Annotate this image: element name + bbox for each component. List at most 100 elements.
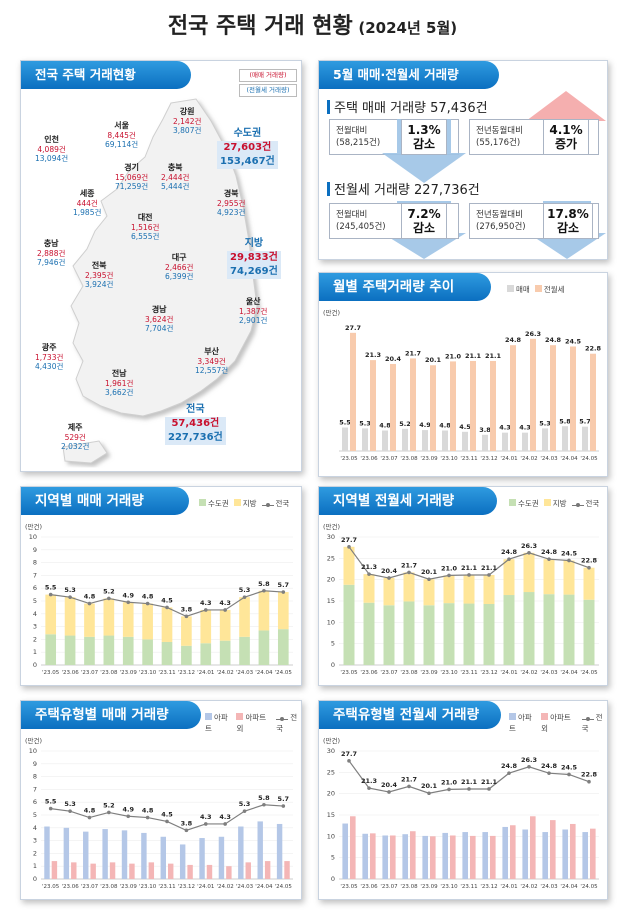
- bar: [179, 844, 186, 879]
- bar: [84, 636, 95, 665]
- bar: [45, 634, 57, 665]
- data-label: 5.7: [278, 795, 290, 803]
- map-aggregate-label: 전국 57,436건 227,736건: [165, 403, 226, 445]
- y-tick-label: 30: [327, 747, 335, 755]
- line-point: [367, 786, 371, 790]
- bar: [181, 616, 192, 646]
- y-tick-label: 6: [33, 798, 37, 806]
- y-tick-label: 5: [33, 597, 37, 605]
- x-tick-label: '23.09: [420, 670, 438, 676]
- line-point: [447, 787, 451, 792]
- x-tick-label: '23.09: [420, 456, 438, 462]
- data-label: 21.7: [401, 775, 417, 783]
- line-point: [507, 557, 511, 561]
- line-point: [587, 779, 591, 784]
- data-label: 4.3: [200, 813, 212, 821]
- accent-bar: [327, 100, 330, 114]
- bar: [483, 574, 495, 604]
- data-label: 4.5: [161, 596, 173, 604]
- y-tick-label: 5: [331, 854, 335, 862]
- chart-panel-type-sale: 주택유형별 매매 거래량 아파트 아파트 외 전국 (만건) 0 1 2 3 4 5 6 7 8 9…: [20, 700, 302, 900]
- bar: [245, 862, 251, 879]
- summary-panel: 5월 매매·전월세 거래량 주택 매매 거래량 57,436건 전월대비 (58…: [318, 60, 608, 260]
- y-tick-label: 15: [327, 597, 335, 605]
- y-tick-label: 15: [327, 811, 335, 819]
- x-tick-label: '23.07: [380, 456, 398, 462]
- line-point: [281, 804, 286, 808]
- bar: [258, 630, 270, 665]
- x-tick-label: '23.06: [360, 456, 378, 462]
- chart-panel-type-rent: 주택유형별 전월세 거래량 아파트 아파트 외 전국 (만건) 0 5 10 15 20 2…: [318, 700, 608, 900]
- legend-swatch: [236, 713, 244, 720]
- bar: [410, 831, 416, 879]
- bar: [362, 833, 368, 879]
- chart-legend: 수도권 지방 전국: [199, 498, 289, 509]
- bar: [258, 590, 270, 631]
- chart-title: 지역별 매매 거래량: [21, 487, 189, 515]
- data-label: 5.8: [258, 580, 270, 588]
- x-tick-label: '23.08: [100, 670, 118, 676]
- line-point: [242, 809, 247, 813]
- line-point: [107, 810, 111, 815]
- chart-legend: 아파트 아파트 외 전국: [205, 713, 298, 733]
- x-tick-label: '23.05: [42, 884, 60, 890]
- legend-swatch: [205, 713, 212, 720]
- line-point: [567, 772, 571, 777]
- data-label: 5.7: [579, 418, 591, 426]
- bar: [226, 866, 232, 879]
- data-label: 26.3: [525, 330, 541, 338]
- data-label: 26.3: [521, 756, 537, 764]
- chart-legend: 수도권 지방 전국: [509, 498, 599, 509]
- line-point: [48, 592, 53, 597]
- data-label: 20.1: [425, 356, 442, 364]
- bar: [168, 863, 174, 879]
- data-label: 5.3: [239, 800, 251, 808]
- data-label: 21.7: [405, 349, 421, 357]
- bar: [370, 360, 376, 451]
- bar: [142, 603, 153, 640]
- bar: [490, 360, 496, 451]
- data-label: 4.5: [161, 810, 173, 818]
- bar: [382, 430, 388, 451]
- x-tick-label: '24.03: [540, 884, 558, 890]
- bar: [284, 861, 290, 879]
- line-point: [387, 576, 391, 580]
- chart-region-rent-svg: (만건) 0 5 10 15 20 25 30 '23.05'23.06'23.07'23.08…: [323, 522, 599, 676]
- x-tick-label: '23.06: [360, 884, 378, 890]
- bar: [103, 598, 115, 636]
- bar: [442, 430, 448, 451]
- chart-panel-region-sale: 지역별 매매 거래량 수도권 지방 전국 (만건) 0 1 2 3 4 5 6 7 8 9 10 '23…: [20, 486, 302, 686]
- y-tick-label: 0: [33, 875, 37, 883]
- bar: [122, 636, 134, 665]
- x-tick-label: '24.05: [275, 670, 293, 676]
- bar: [503, 595, 515, 665]
- x-tick-label: '23.07: [81, 670, 99, 676]
- line-point: [68, 595, 72, 599]
- data-label: 21.3: [361, 563, 377, 571]
- bar: [264, 861, 271, 879]
- bar: [342, 427, 348, 451]
- x-tick-label: '24.02: [217, 670, 234, 676]
- line-point: [427, 791, 431, 796]
- data-label: 5.3: [539, 419, 551, 427]
- bar: [582, 832, 588, 879]
- accent-bar: [327, 182, 330, 196]
- line-point: [547, 771, 551, 775]
- x-tick-label: '23.08: [400, 670, 418, 676]
- bar: [423, 605, 435, 665]
- bar: [403, 601, 415, 665]
- y-tick-label: 9: [33, 760, 37, 768]
- x-tick-label: '23.11: [158, 670, 175, 676]
- bar: [142, 639, 153, 665]
- data-label: 24.5: [561, 763, 578, 771]
- x-tick-label: '23.12: [178, 884, 195, 890]
- data-label: 4.8: [84, 593, 96, 601]
- map-region-label: 제주 529건 2,032건: [61, 423, 90, 451]
- data-label: 27.7: [341, 536, 357, 544]
- x-tick-label: '24.05: [275, 884, 293, 890]
- rent-yoy-value-box: 17.8% 감소: [543, 203, 593, 239]
- bar: [219, 640, 231, 665]
- summary-panel-header: 5월 매매·전월세 거래량: [319, 61, 499, 89]
- x-tick-label: '23.09: [420, 884, 438, 890]
- bar: [206, 864, 213, 879]
